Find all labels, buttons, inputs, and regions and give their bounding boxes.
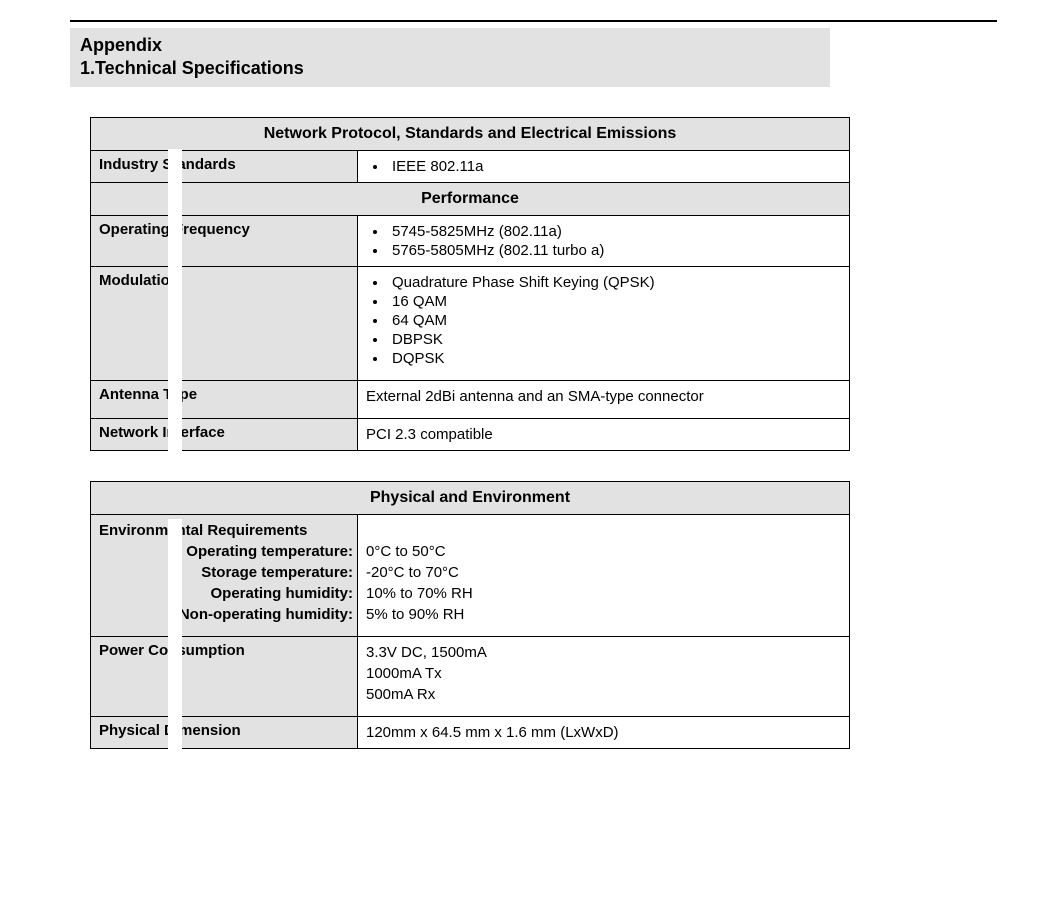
- section-header-performance-label: Performance: [91, 182, 850, 215]
- row-industry-standards: Industry Standards IEEE 802.11a: [91, 150, 850, 182]
- row-environmental-labels: Environmental Requirements Operating tem…: [91, 514, 358, 636]
- mask-strip-2: [168, 519, 182, 759]
- list-item: Quadrature Phase Shift Keying (QPSK): [388, 274, 841, 291]
- row-industry-standards-label: Industry Standards: [91, 150, 358, 182]
- spec-table-2: Physical and Environment Environmental R…: [90, 481, 850, 749]
- row-physical-dimension: Physical Dimension 120mm x 64.5 mm x 1.6…: [91, 716, 850, 748]
- row-operating-frequency-value: 5745-5825MHz (802.11a) 5765-5805MHz (802…: [358, 215, 850, 266]
- row-network-interface-value: PCI 2.3 compatible: [358, 418, 850, 450]
- row-operating-frequency-label: Operating Frequency: [91, 215, 358, 266]
- row-antenna-type-value: External 2dBi antenna and an SMA-type co…: [358, 380, 850, 418]
- row-antenna-type-label: Antenna Type: [91, 380, 358, 418]
- row-environmental-values: 0°C to 50°C -20°C to 70°C 10% to 70% RH …: [358, 514, 850, 636]
- title-line-1: Appendix: [80, 34, 820, 57]
- mask-strip-1: [168, 149, 182, 519]
- row-power-consumption: Power Consumption 3.3V DC, 1500mA 1000mA…: [91, 636, 850, 716]
- title-block: Appendix 1.Technical Specifications: [70, 28, 830, 87]
- spec-table-1: Network Protocol, Standards and Electric…: [90, 117, 850, 451]
- list-item: 16 QAM: [388, 293, 841, 310]
- row-power-consumption-label: Power Consumption: [91, 636, 358, 716]
- row-antenna-type: Antenna Type External 2dBi antenna and a…: [91, 380, 850, 418]
- list-item: DQPSK: [388, 350, 841, 367]
- row-modulation: Modulation Quadrature Phase Shift Keying…: [91, 266, 850, 380]
- row-operating-frequency: Operating Frequency 5745-5825MHz (802.11…: [91, 215, 850, 266]
- section-header-physical-env: Physical and Environment: [91, 481, 850, 514]
- row-environmental: Environmental Requirements Operating tem…: [91, 514, 850, 636]
- row-industry-standards-value: IEEE 802.11a: [358, 150, 850, 182]
- section-header-network: Network Protocol, Standards and Electric…: [91, 117, 850, 150]
- row-power-consumption-value: 3.3V DC, 1500mA 1000mA Tx 500mA Rx: [358, 636, 850, 716]
- section-header-performance: Performance: [91, 182, 850, 215]
- row-physical-dimension-label: Physical Dimension: [91, 716, 358, 748]
- title-line-2: 1.Technical Specifications: [80, 57, 820, 80]
- list-item: 5765-5805MHz (802.11 turbo a): [388, 242, 841, 259]
- list-item: DBPSK: [388, 331, 841, 348]
- row-network-interface-label: Network Interface: [91, 418, 358, 450]
- row-modulation-label: Modulation: [91, 266, 358, 380]
- row-modulation-value: Quadrature Phase Shift Keying (QPSK) 16 …: [358, 266, 850, 380]
- row-physical-dimension-value: 120mm x 64.5 mm x 1.6 mm (LxWxD): [358, 716, 850, 748]
- section-header-network-label: Network Protocol, Standards and Electric…: [91, 117, 850, 150]
- top-rule: [70, 20, 997, 22]
- row-network-interface: Network Interface PCI 2.3 compatible: [91, 418, 850, 450]
- list-item: IEEE 802.11a: [388, 158, 841, 175]
- list-item: 5745-5825MHz (802.11a): [388, 223, 841, 240]
- section-header-physical-env-label: Physical and Environment: [91, 481, 850, 514]
- list-item: 64 QAM: [388, 312, 841, 329]
